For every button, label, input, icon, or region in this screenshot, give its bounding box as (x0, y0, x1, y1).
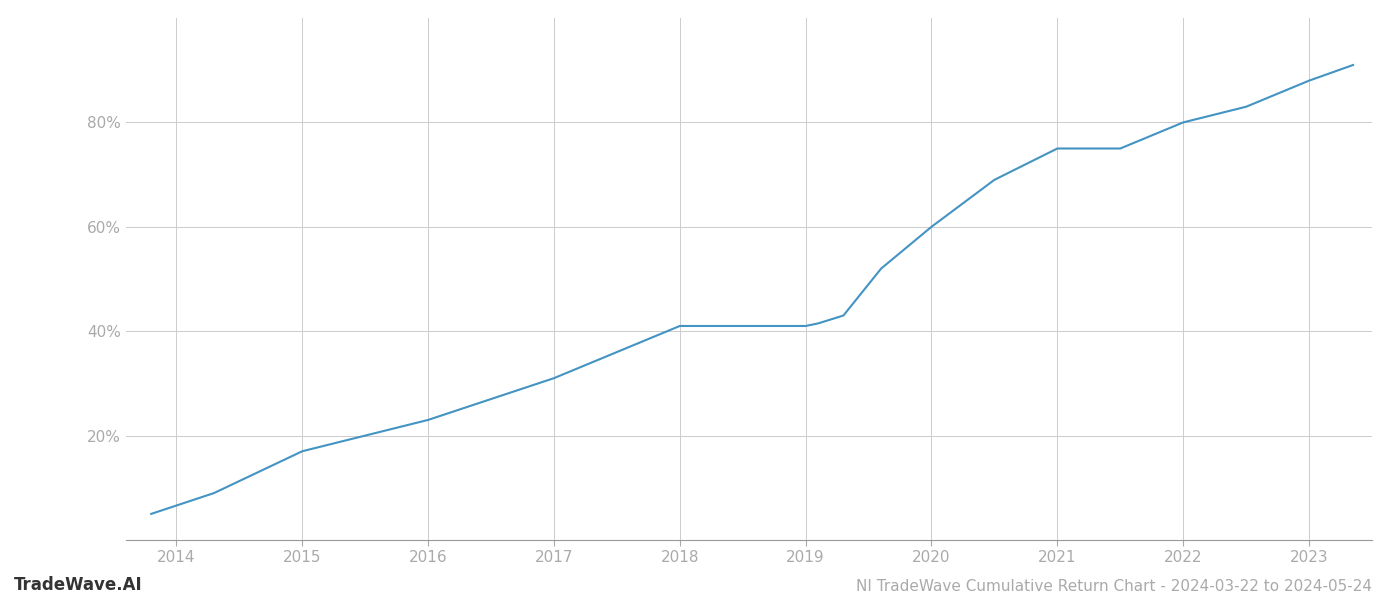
Text: NI TradeWave Cumulative Return Chart - 2024-03-22 to 2024-05-24: NI TradeWave Cumulative Return Chart - 2… (855, 579, 1372, 594)
Text: TradeWave.AI: TradeWave.AI (14, 576, 143, 594)
